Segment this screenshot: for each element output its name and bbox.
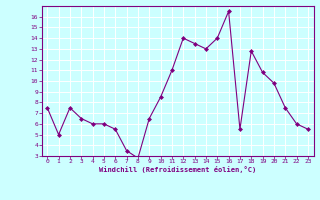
X-axis label: Windchill (Refroidissement éolien,°C): Windchill (Refroidissement éolien,°C): [99, 166, 256, 173]
